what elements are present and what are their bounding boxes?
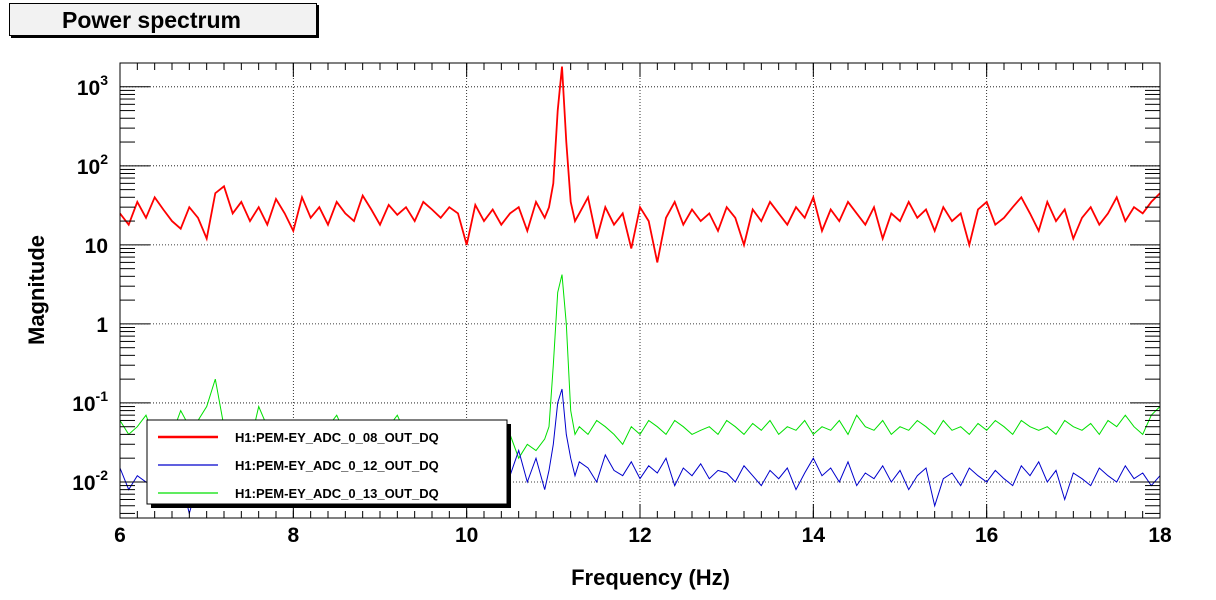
x-tick-label: 16 — [975, 524, 998, 547]
chart-title: Power spectrum — [62, 7, 241, 33]
y-tick-labels: 10-2 10-1 1 10 102 103 — [72, 72, 108, 495]
y-tick-label: 10 — [85, 235, 108, 258]
legend-label-1: H1:PEM-EY_ADC_0_08_OUT_DQ — [235, 430, 439, 445]
grid — [120, 63, 1160, 518]
legend: H1:PEM-EY_ADC_0_08_OUT_DQ H1:PEM-EY_ADC_0… — [146, 419, 511, 508]
legend-box — [146, 419, 508, 505]
y-tick-label: 10-2 — [72, 467, 108, 495]
x-tick-label: 12 — [628, 524, 651, 547]
y-tick-label: 1 — [96, 314, 108, 337]
x-tick-label: 8 — [287, 524, 299, 547]
chart-title-box: Power spectrum — [9, 3, 317, 36]
legend-label-3: H1:PEM-EY_ADC_0_13_OUT_DQ — [235, 486, 439, 501]
x-axis-title: Frequency (Hz) — [571, 565, 730, 590]
y-axis-title: Magnitude — [24, 235, 49, 345]
y-tick-label: 103 — [77, 72, 108, 100]
x-tick-label: 10 — [455, 524, 478, 547]
x-tick-labels: 6 8 10 12 14 16 18 — [114, 524, 1172, 547]
x-tick-label: 14 — [802, 524, 826, 547]
y-tick-label: 102 — [77, 151, 108, 179]
legend-label-2: H1:PEM-EY_ADC_0_12_OUT_DQ — [235, 458, 439, 473]
x-tick-label: 18 — [1148, 524, 1172, 547]
y-tick-label: 10-1 — [72, 388, 108, 416]
series-line-1 — [119, 66, 1161, 263]
axis-ticks — [119, 63, 1161, 518]
x-tick-label: 6 — [114, 524, 126, 547]
